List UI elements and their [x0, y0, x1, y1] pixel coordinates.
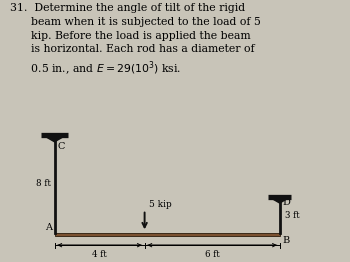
Text: 8 ft: 8 ft: [36, 179, 50, 188]
Text: 5 kip: 5 kip: [149, 200, 172, 209]
Text: 31.  Determine the angle of tilt of the rigid
      beam when it is subjected to: 31. Determine the angle of tilt of the r…: [10, 3, 261, 78]
Text: A: A: [45, 223, 52, 232]
FancyBboxPatch shape: [55, 233, 280, 236]
Text: 6 ft: 6 ft: [205, 249, 219, 259]
Text: 4 ft: 4 ft: [92, 249, 107, 259]
Polygon shape: [43, 135, 66, 142]
Text: C: C: [57, 142, 65, 151]
Polygon shape: [270, 197, 290, 203]
Text: 3 ft: 3 ft: [285, 211, 299, 220]
Text: D: D: [283, 199, 291, 208]
Text: B: B: [282, 236, 290, 245]
